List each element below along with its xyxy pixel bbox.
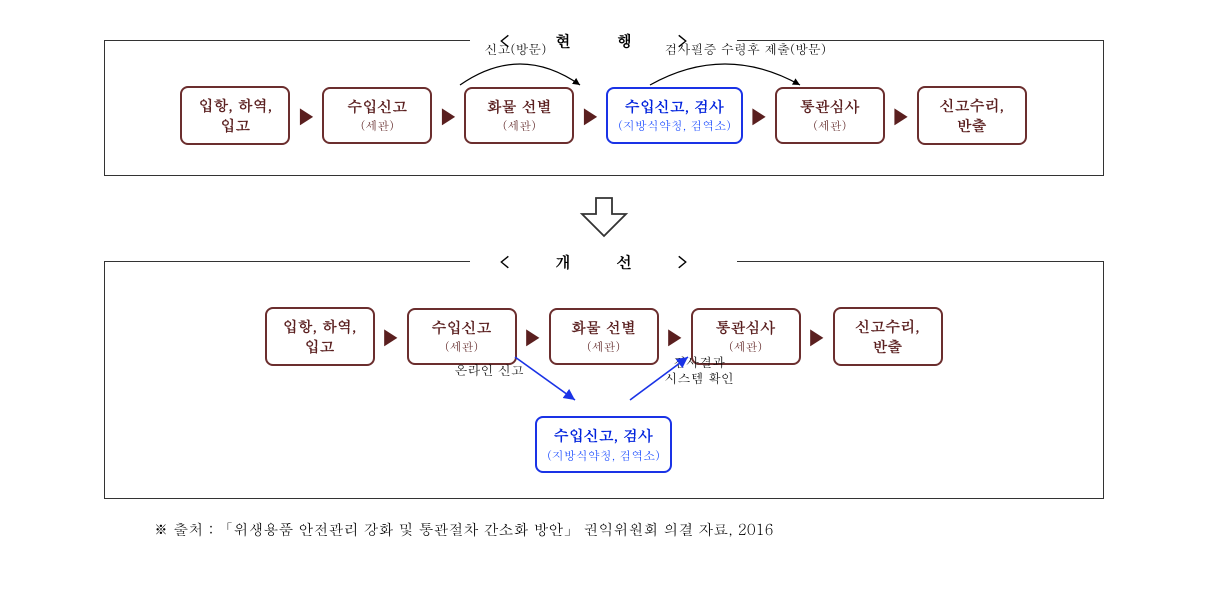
current-box-5-main: 신고수리, 반출 (940, 96, 1004, 135)
flow-row-improved: 입항, 하역, 입고▶수입신고(세관)▶화물 선별(세관)▶통관심사(세관)▶신… (125, 307, 1083, 366)
improved-box-1-main: 수입신고 (432, 318, 492, 338)
current-box-3-main: 수입신고, 검사 (625, 97, 724, 117)
current-box-1-main: 수입신고 (347, 97, 407, 117)
current-box-4-sub: (세관) (813, 118, 846, 134)
top-curved-arrow-right (635, 53, 815, 88)
flow-box-inspection-sub: 수입신고, 검사 (지방식약청, 검역소) (535, 416, 672, 473)
improved-box-2-main: 화물 선별 (571, 318, 636, 338)
improved-box-4: 신고수리, 반출 (833, 307, 943, 366)
current-box-2-sub: (세관) (503, 118, 536, 134)
current-box-4: 통관심사(세관) (775, 87, 885, 144)
panel-improved: < 개 선 > 입항, 하역, 입고▶수입신고(세관)▶화물 선별(세관)▶통관… (104, 261, 1104, 499)
sub-row-improved: 수입신고, 검사 (지방식약청, 검역소) (125, 416, 1083, 473)
improved-box-1-sub: (세관) (445, 339, 478, 355)
improved-arrow-0: ▶ (379, 322, 403, 351)
current-box-3: 수입신고, 검사(지방식약청, 검역소) (606, 87, 743, 144)
diagram-container: < 현 행 > 신고(방문) 검사필증 수령후 제출(방문) 입항, 하역, 입… (104, 40, 1104, 540)
current-box-2: 화물 선별(세관) (464, 87, 574, 144)
sub-box-main: 수입신고, 검사 (554, 426, 653, 446)
current-box-4-main: 통관심사 (800, 97, 860, 117)
current-box-2-main: 화물 선별 (487, 97, 552, 117)
current-arrow-3: ▶ (747, 101, 771, 130)
current-arrow-0: ▶ (294, 101, 318, 130)
flow-row-current: 입항, 하역, 입고▶수입신고(세관)▶화물 선별(세관)▶수입신고, 검사(지… (125, 86, 1083, 145)
diag-label-right: 검사결과 시스템 확인 (665, 354, 734, 385)
improved-arrow-1: ▶ (521, 322, 545, 351)
current-box-1-sub: (세관) (361, 118, 394, 134)
down-arrow-icon (574, 196, 634, 241)
current-box-1: 수입신고(세관) (322, 87, 432, 144)
top-curved-label-left: 신고(방문) (485, 39, 547, 58)
improved-box-3-sub: (세관) (729, 339, 762, 355)
current-box-0: 입항, 하역, 입고 (180, 86, 290, 145)
panel-improved-title: < 개 선 > (470, 250, 738, 273)
source-note: ※ 출처 : 「위생용품 안전관리 강화 및 통관절차 간소화 방안」 권익위원… (104, 519, 1104, 540)
top-curved-label-right: 검사필증 수령후 제출(방문) (665, 39, 826, 58)
improved-box-2: 화물 선별(세관) (549, 308, 659, 365)
current-arrow-2: ▶ (578, 101, 602, 130)
improved-arrow-2: ▶ (663, 322, 687, 351)
improved-box-4-main: 신고수리, 반출 (855, 317, 919, 356)
current-box-5: 신고수리, 반출 (917, 86, 1027, 145)
improved-box-0: 입항, 하역, 입고 (265, 307, 375, 366)
current-box-3-sub: (지방식약청, 검역소) (618, 118, 731, 134)
transition-down-arrow (104, 196, 1104, 241)
sub-box-sub: (지방식약청, 검역소) (547, 448, 660, 464)
current-arrow-1: ▶ (436, 101, 460, 130)
improved-box-1: 수입신고(세관) (407, 308, 517, 365)
diag-label-left: 온라인 신고 (455, 362, 524, 378)
improved-box-0-main: 입항, 하역, 입고 (283, 317, 357, 356)
current-arrow-4: ▶ (889, 101, 913, 130)
top-curved-arrow-left (445, 53, 595, 88)
current-box-0-main: 입항, 하역, 입고 (198, 96, 272, 135)
improved-arrow-3: ▶ (805, 322, 829, 351)
improved-box-2-sub: (세관) (587, 339, 620, 355)
improved-box-3-main: 통관심사 (716, 318, 776, 338)
panel-current: < 현 행 > 신고(방문) 검사필증 수령후 제출(방문) 입항, 하역, 입… (104, 40, 1104, 176)
